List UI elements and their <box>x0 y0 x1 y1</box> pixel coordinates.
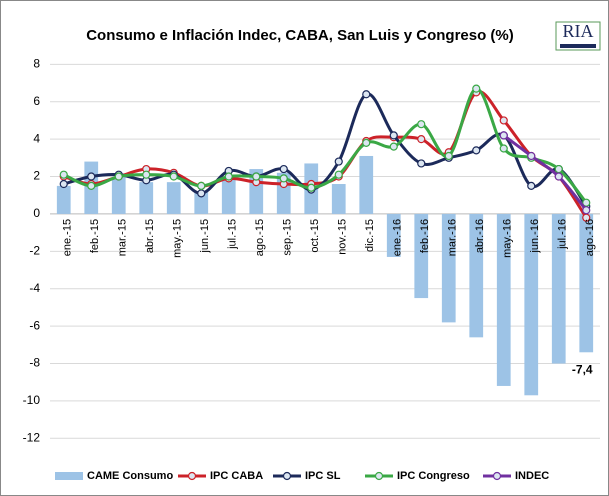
legend-label: IPC Congreso <box>397 470 470 482</box>
y-tick-label: 6 <box>33 94 40 108</box>
x-tick-label: oct.-15 <box>309 219 321 253</box>
data-label: -7,4 <box>572 362 593 376</box>
bar <box>111 176 126 214</box>
x-tick-label: mar.-16 <box>447 219 459 256</box>
marker <box>417 159 426 168</box>
x-tick-label: mar.-15 <box>117 219 129 256</box>
bar <box>469 213 484 338</box>
bar <box>359 155 374 214</box>
y-tick-label: 2 <box>33 169 40 183</box>
marker <box>362 138 371 147</box>
marker <box>554 172 563 181</box>
bar <box>139 182 154 214</box>
marker <box>252 172 261 181</box>
x-tick-label: ene.-16 <box>392 219 404 256</box>
marker <box>224 172 233 181</box>
x-tick-label: jun.-16 <box>529 219 541 254</box>
marker <box>142 170 151 179</box>
x-tick-label: abr.-15 <box>144 219 156 253</box>
marker <box>114 172 123 181</box>
logo-bar <box>560 44 596 48</box>
marker <box>87 181 96 190</box>
legend-label: IPC CABA <box>210 470 263 482</box>
x-tick-label: jul.-16 <box>557 219 569 250</box>
x-tick-label: ene.-15 <box>62 219 74 256</box>
marker <box>169 172 178 181</box>
y-tick-label: -8 <box>29 356 40 370</box>
marker <box>582 206 591 215</box>
bar <box>331 184 346 214</box>
legend-marker <box>282 471 292 481</box>
marker <box>334 157 343 166</box>
y-tick-label: -12 <box>23 430 41 444</box>
bar <box>386 213 401 257</box>
x-tick-label: jun.-15 <box>199 219 211 254</box>
y-tick-label: 4 <box>33 131 40 145</box>
x-tick-label: dic.-15 <box>364 219 376 252</box>
marker <box>389 142 398 151</box>
y-tick-label: 0 <box>33 206 40 220</box>
legend-label: CAME Consumo <box>87 470 173 482</box>
marker <box>417 120 426 129</box>
marker <box>499 144 508 153</box>
bar <box>414 213 429 299</box>
marker <box>59 170 68 179</box>
logo: RIA <box>563 21 594 41</box>
bar <box>194 191 209 214</box>
marker <box>472 84 481 93</box>
marker <box>499 116 508 125</box>
legend-label: INDEC <box>515 470 549 482</box>
x-tick-label: ago.-16 <box>584 219 596 256</box>
y-tick-label: -10 <box>23 393 41 407</box>
y-tick-label: -6 <box>29 318 40 332</box>
marker <box>279 174 288 183</box>
x-tick-label: nov.-15 <box>337 219 349 255</box>
marker <box>87 172 96 181</box>
legend-label: IPC SL <box>305 470 341 482</box>
bar <box>441 213 456 323</box>
legend-marker <box>492 471 502 481</box>
line <box>502 134 588 212</box>
marker <box>197 189 206 198</box>
x-tick-label: feb.-15 <box>89 219 101 253</box>
bar <box>496 213 511 386</box>
marker <box>472 146 481 155</box>
legend-marker <box>187 471 197 481</box>
x-tick-label: ago.-15 <box>254 219 266 256</box>
bar <box>524 213 539 396</box>
bar <box>56 185 71 214</box>
marker <box>362 90 371 99</box>
y-tick-label: -2 <box>29 243 40 257</box>
legend-marker <box>374 471 384 481</box>
marker <box>279 164 288 174</box>
y-tick-label: 8 <box>33 57 40 71</box>
x-tick-label: feb.-16 <box>419 219 431 253</box>
legend-swatch <box>55 472 83 480</box>
marker <box>527 181 536 190</box>
x-tick-label: may.-15 <box>172 219 184 258</box>
x-tick-label: abr.-16 <box>474 219 486 253</box>
marker <box>417 135 426 144</box>
marker <box>499 131 508 140</box>
y-tick-label: -4 <box>29 281 40 295</box>
bar <box>551 213 566 364</box>
marker <box>59 179 68 189</box>
bar <box>579 213 594 353</box>
marker <box>527 151 536 161</box>
marker <box>197 181 206 190</box>
marker <box>389 131 398 140</box>
bar <box>221 178 236 214</box>
bar <box>166 182 181 214</box>
x-tick-label: sep.-15 <box>282 219 294 256</box>
marker <box>307 183 316 192</box>
marker <box>444 151 453 161</box>
marker <box>554 164 563 174</box>
marker <box>334 170 343 179</box>
chart-title: Consumo e Inflación Indec, CABA, San Lui… <box>86 27 514 44</box>
x-tick-label: may.-16 <box>502 219 514 258</box>
x-tick-label: jul.-15 <box>227 219 239 250</box>
